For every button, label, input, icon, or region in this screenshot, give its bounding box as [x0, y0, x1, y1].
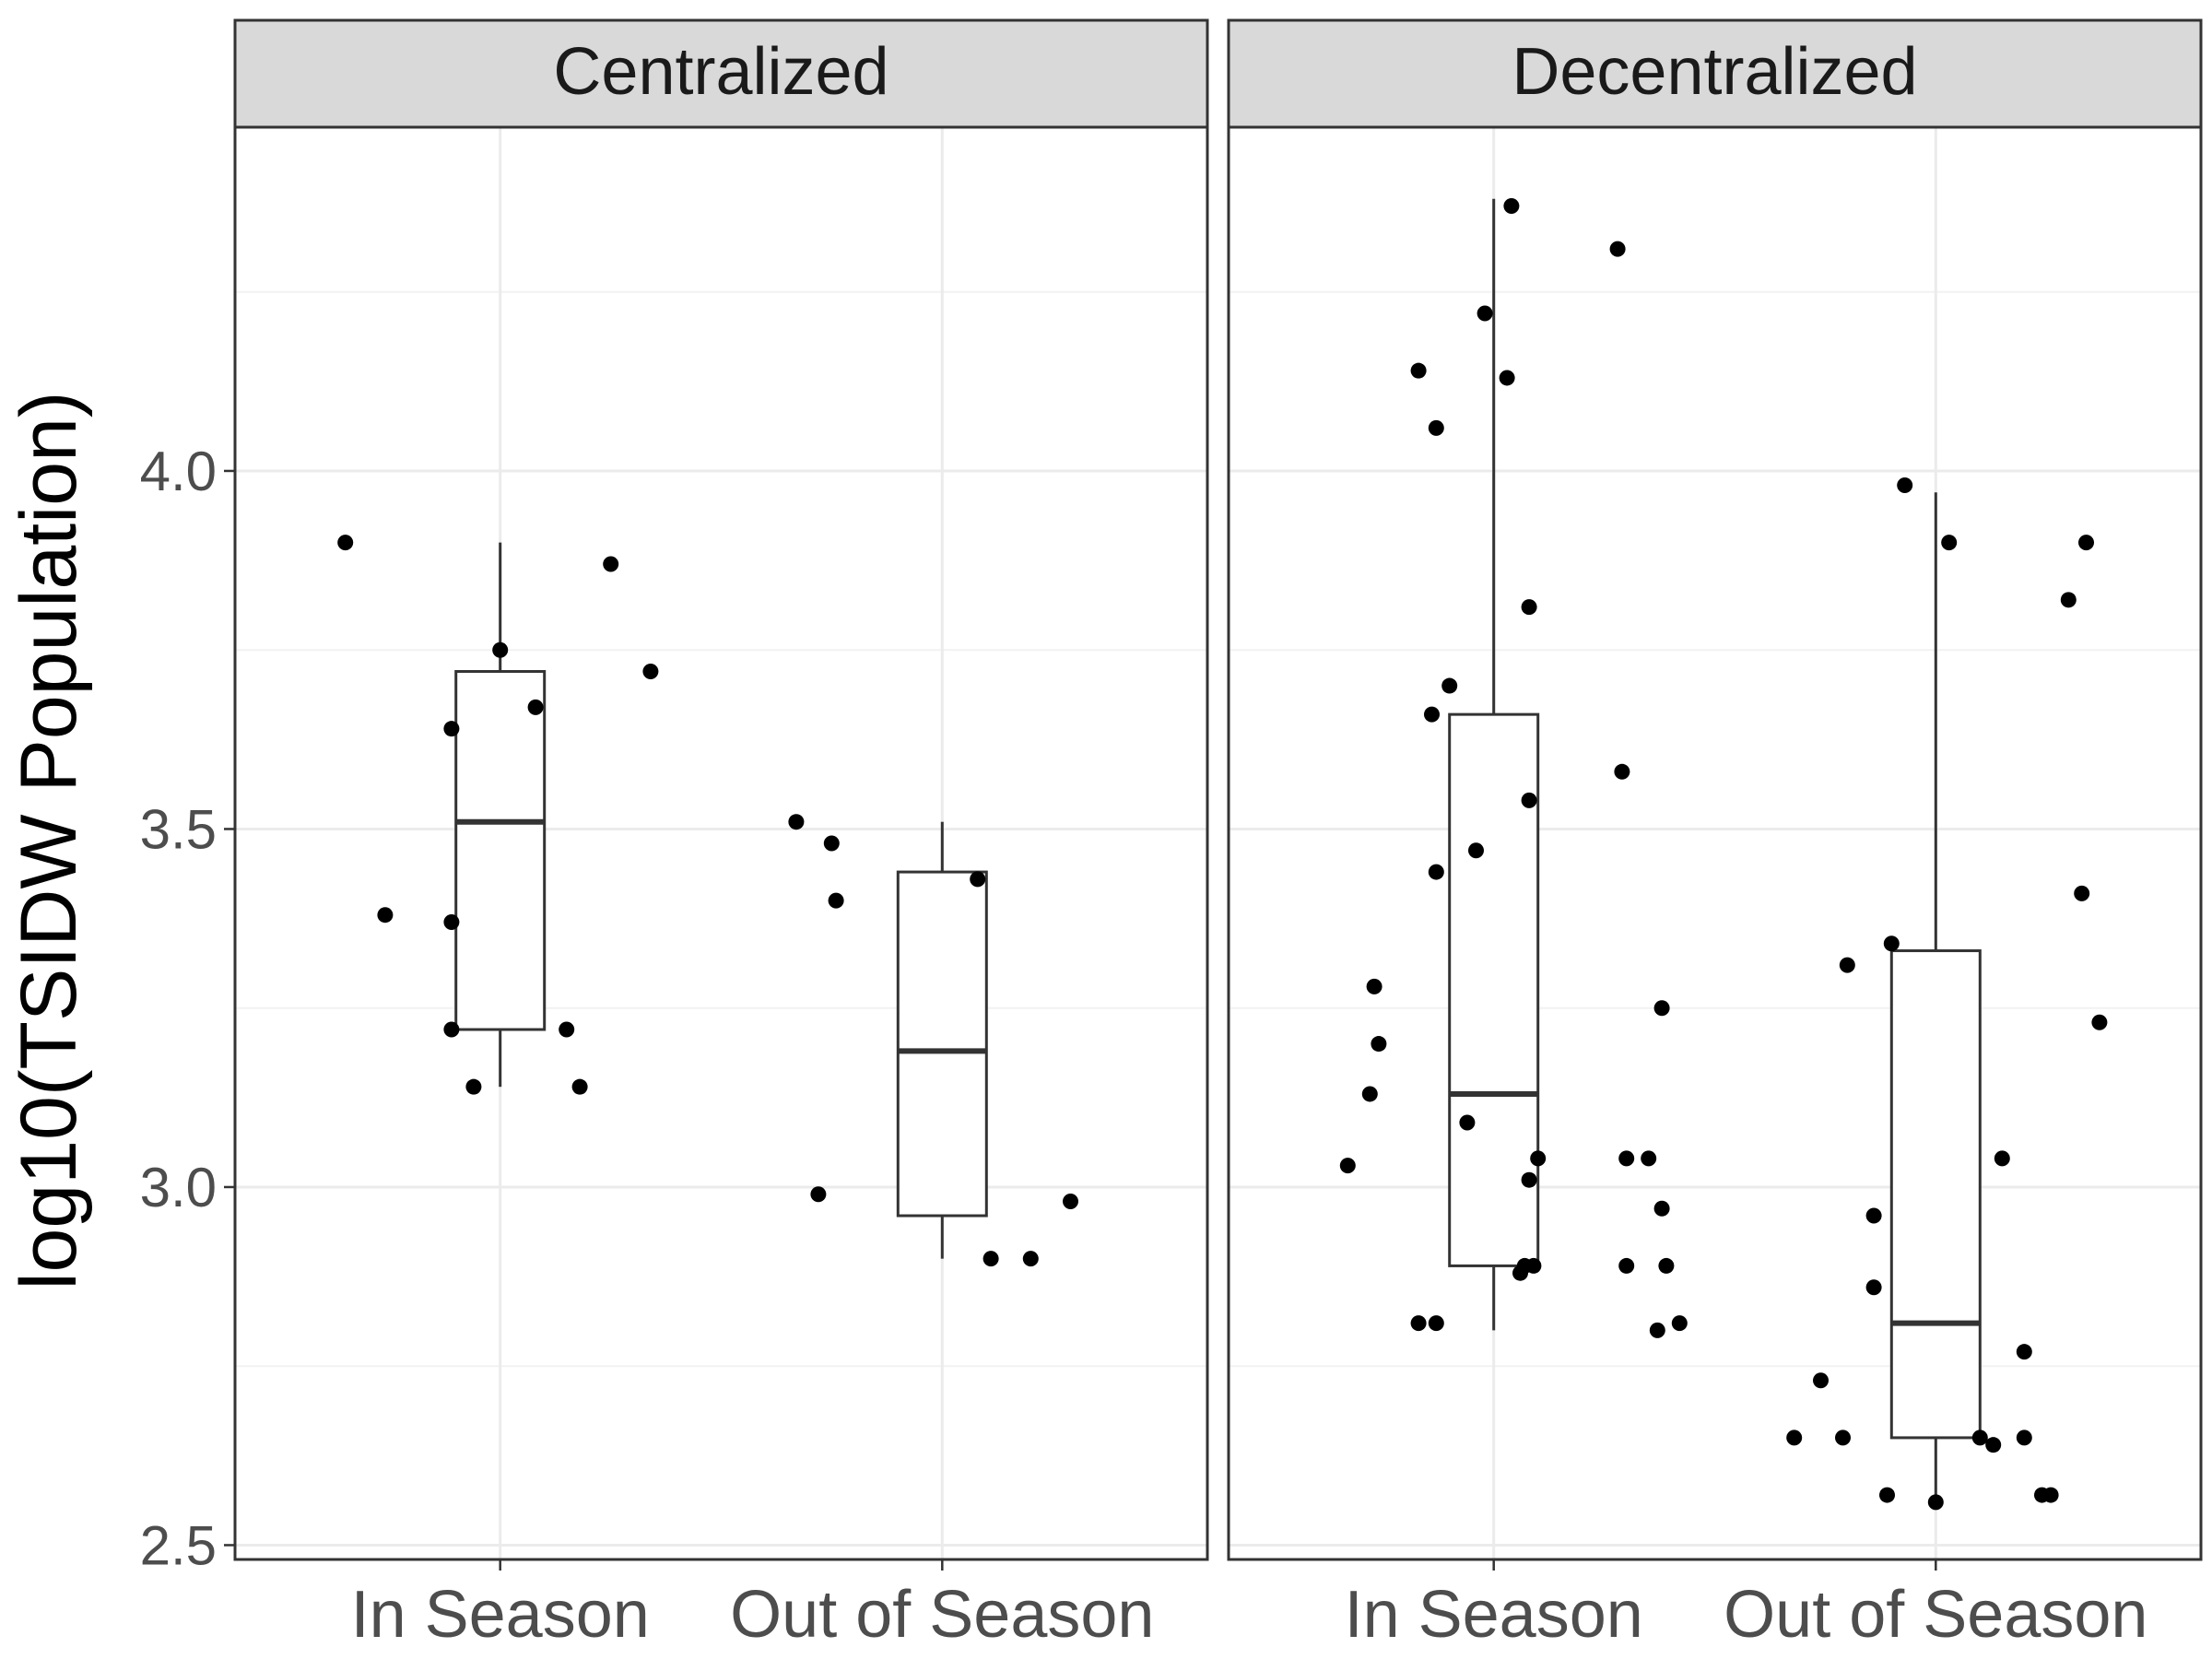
data-point: [377, 907, 394, 924]
data-point: [1813, 1372, 1830, 1389]
data-point: [1525, 1257, 1542, 1274]
x-tick-label: In Season: [351, 1578, 650, 1652]
data-point: [1883, 935, 1900, 952]
y-tick-label: 2.5: [140, 1514, 217, 1576]
data-point: [1897, 477, 1913, 493]
data-point: [823, 835, 840, 852]
data-point: [603, 556, 619, 572]
data-point: [810, 1186, 827, 1203]
data-point: [1641, 1150, 1657, 1167]
data-point: [1971, 1430, 1988, 1446]
data-point: [337, 535, 354, 551]
data-point: [828, 892, 844, 909]
data-point: [1521, 792, 1537, 808]
data-point: [559, 1021, 575, 1038]
group-out-of-season: [1786, 477, 2108, 1511]
data-point: [1618, 1150, 1635, 1167]
data-point: [1361, 1086, 1378, 1102]
data-point: [1941, 535, 1958, 551]
data-point: [1410, 1315, 1427, 1332]
panel-decentralized: Decentralized In Season Out of Season: [1227, 18, 2203, 1652]
data-point: [1503, 197, 1520, 214]
data-point: [1441, 677, 1458, 694]
data-point: [1614, 763, 1630, 780]
data-point: [2042, 1487, 2059, 1503]
data-point: [1410, 362, 1427, 379]
data-point: [1366, 978, 1382, 994]
facet-panels: 2.5 3.0 3.5 4.0 Centralized In Season Out of S…: [140, 18, 2203, 1652]
data-point: [1428, 1315, 1444, 1332]
data-point: [970, 871, 986, 888]
data-point: [1865, 1207, 1882, 1224]
panel-background: [235, 127, 1207, 1559]
data-point: [1839, 957, 1855, 973]
group-in-season: [337, 535, 659, 1095]
data-point: [443, 1021, 460, 1038]
data-point: [1423, 706, 1440, 723]
y-axis-title: log10(TSIDW Population): [5, 391, 93, 1289]
data-point: [1467, 842, 1484, 859]
y-tick-label: 3.5: [140, 798, 217, 860]
box-iqr: [454, 670, 547, 1031]
data-point: [1499, 370, 1515, 386]
y-tick-label: 3.0: [140, 1157, 217, 1218]
data-point: [2016, 1430, 2032, 1446]
data-point: [2016, 1344, 2032, 1360]
data-point: [1649, 1322, 1665, 1338]
data-point: [1786, 1430, 1803, 1446]
data-point: [1521, 1171, 1537, 1188]
data-point: [1022, 1251, 1039, 1267]
group-in-season: [1339, 197, 1688, 1338]
data-point: [1428, 864, 1444, 880]
panel-background: [1229, 127, 2201, 1559]
data-point: [1658, 1257, 1675, 1274]
x-tick-label: Out of Season: [1724, 1578, 2147, 1652]
data-point: [1865, 1279, 1882, 1296]
panel-border: [233, 125, 1209, 1561]
data-point: [1521, 599, 1537, 616]
data-point: [1063, 1194, 1079, 1209]
data-point: [1459, 1114, 1476, 1131]
data-point: [1428, 419, 1444, 436]
data-point: [1653, 1200, 1670, 1217]
data-point: [1671, 1315, 1688, 1332]
data-point: [1609, 241, 1626, 257]
data-point: [1985, 1437, 2002, 1453]
y-tick-label: 4.0: [140, 441, 217, 502]
panel-centralized: Centralized In Season Out of Season: [233, 18, 1209, 1652]
panel-border: [1227, 125, 2203, 1561]
facet-strip-title: Decentralized: [1512, 35, 1917, 109]
data-point: [1835, 1430, 1852, 1446]
data-point: [788, 814, 805, 830]
data-point: [1371, 1036, 1387, 1053]
data-point: [2060, 592, 2077, 608]
data-point: [527, 699, 544, 715]
data-point: [1477, 305, 1493, 322]
data-point: [1618, 1257, 1635, 1274]
data-point: [2074, 885, 2090, 901]
group-out-of-season: [788, 814, 1079, 1267]
data-point: [1927, 1494, 1944, 1511]
data-point: [2078, 535, 2095, 551]
data-point: [492, 641, 509, 658]
data-point: [1339, 1158, 1356, 1174]
x-tick-label: Out of Season: [730, 1578, 1154, 1652]
data-point: [571, 1078, 588, 1095]
data-point: [1879, 1487, 1896, 1503]
data-point: [443, 913, 460, 930]
facet-strip-title: Centralized: [553, 35, 888, 109]
data-point: [642, 664, 659, 680]
data-point: [1530, 1150, 1547, 1167]
data-point: [982, 1251, 999, 1267]
data-point: [1653, 1000, 1670, 1017]
box-iqr: [896, 870, 988, 1218]
x-tick-label: In Season: [1345, 1578, 1643, 1652]
box-iqr: [1448, 712, 1540, 1267]
box-iqr: [1889, 949, 1982, 1440]
data-point: [465, 1078, 482, 1095]
data-point: [1994, 1150, 2010, 1167]
data-point: [443, 721, 460, 737]
data-point: [2091, 1014, 2108, 1030]
